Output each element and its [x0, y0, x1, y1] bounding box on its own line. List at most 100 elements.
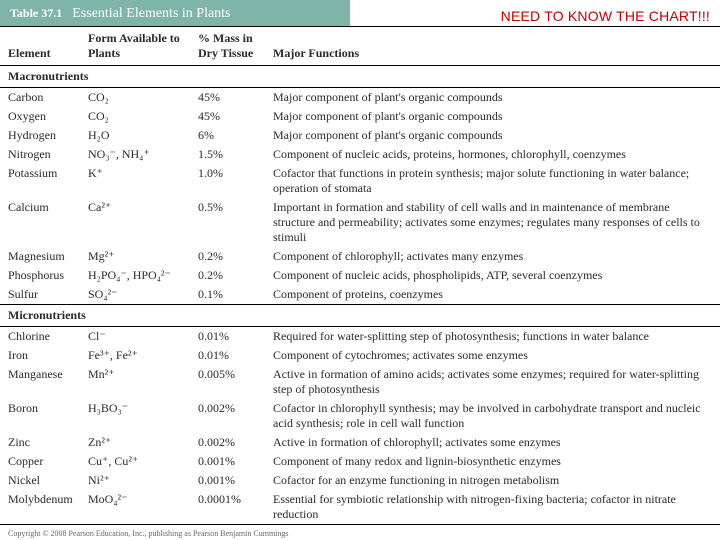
cell-form: Cu⁺, Cu²⁺ — [80, 452, 190, 471]
section-row: Macronutrients — [0, 66, 720, 88]
cell-function: Component of many redox and lignin-biosy… — [265, 452, 720, 471]
cell-form: Cl⁻ — [80, 327, 190, 347]
table-number: Table 37.1 — [10, 6, 62, 20]
cell-form: Zn²⁺ — [80, 433, 190, 452]
cell-form: NO₃⁻, NH₄⁺ — [80, 145, 190, 164]
cell-function: Component of nucleic acids, proteins, ho… — [265, 145, 720, 164]
table-row: NitrogenNO₃⁻, NH₄⁺1.5%Component of nucle… — [0, 145, 720, 164]
elements-table: Element Form Available to Plants % Mass … — [0, 26, 720, 525]
cell-function: Important in formation and stability of … — [265, 198, 720, 247]
table-row: MagnesiumMg²⁺0.2%Component of chlorophyl… — [0, 247, 720, 266]
table-row: ChlorineCl⁻0.01%Required for water-split… — [0, 327, 720, 347]
cell-form: Mn²⁺ — [80, 365, 190, 399]
section-label: Micronutrients — [0, 305, 720, 327]
cell-function: Active in formation of amino acids; acti… — [265, 365, 720, 399]
cell-element: Chlorine — [0, 327, 80, 347]
cell-mass: 0.002% — [190, 433, 265, 452]
cell-element: Copper — [0, 452, 80, 471]
table-row: SulfurSO₄²⁻0.1%Component of proteins, co… — [0, 285, 720, 305]
cell-function: Component of cytochromes; activates some… — [265, 346, 720, 365]
cell-form: SO₄²⁻ — [80, 285, 190, 305]
cell-mass: 1.0% — [190, 164, 265, 198]
cell-form: MoO₄²⁻ — [80, 490, 190, 525]
table-row: CarbonCO₂45%Major component of plant's o… — [0, 88, 720, 108]
cell-element: Magnesium — [0, 247, 80, 266]
cell-element: Manganese — [0, 365, 80, 399]
cell-mass: 45% — [190, 88, 265, 108]
cell-mass: 0.2% — [190, 266, 265, 285]
cell-mass: 6% — [190, 126, 265, 145]
cell-function: Major component of plant's organic compo… — [265, 126, 720, 145]
table-row: MolybdenumMoO₄²⁻0.0001%Essential for sym… — [0, 490, 720, 525]
cell-element: Oxygen — [0, 107, 80, 126]
cell-function: Cofactor that functions in protein synth… — [265, 164, 720, 198]
table-row: IronFe³⁺, Fe²⁺0.01%Component of cytochro… — [0, 346, 720, 365]
table-row: NickelNi²⁺0.001%Cofactor for an enzyme f… — [0, 471, 720, 490]
cell-function: Component of chlorophyll; activates many… — [265, 247, 720, 266]
table-header: Element Form Available to Plants % Mass … — [0, 27, 720, 66]
cell-mass: 0.01% — [190, 327, 265, 347]
cell-element: Nitrogen — [0, 145, 80, 164]
table-row: PotassiumK⁺1.0%Cofactor that functions i… — [0, 164, 720, 198]
col-element: Element — [0, 27, 80, 66]
table-row: CopperCu⁺, Cu²⁺0.001%Component of many r… — [0, 452, 720, 471]
cell-function: Essential for symbiotic relationship wit… — [265, 490, 720, 525]
cell-element: Potassium — [0, 164, 80, 198]
cell-form: CO₂ — [80, 107, 190, 126]
cell-form: Ni²⁺ — [80, 471, 190, 490]
cell-function: Required for water-splitting step of pho… — [265, 327, 720, 347]
section-row: Micronutrients — [0, 305, 720, 327]
col-form: Form Available to Plants — [80, 27, 190, 66]
cell-function: Component of nucleic acids, phospholipid… — [265, 266, 720, 285]
table-row: OxygenCO₂45%Major component of plant's o… — [0, 107, 720, 126]
copyright-text: Copyright © 2008 Pearson Education, Inc.… — [0, 525, 720, 538]
cell-mass: 0.001% — [190, 471, 265, 490]
cell-function: Active in formation of chlorophyll; acti… — [265, 433, 720, 452]
cell-mass: 1.5% — [190, 145, 265, 164]
cell-element: Hydrogen — [0, 126, 80, 145]
cell-form: Fe³⁺, Fe²⁺ — [80, 346, 190, 365]
cell-element: Zinc — [0, 433, 80, 452]
cell-form: H₂PO₄⁻, HPO₄²⁻ — [80, 266, 190, 285]
cell-function: Cofactor for an enzyme functioning in ni… — [265, 471, 720, 490]
cell-mass: 0.5% — [190, 198, 265, 247]
table-row: ZincZn²⁺0.002%Active in formation of chl… — [0, 433, 720, 452]
cell-mass: 0.001% — [190, 452, 265, 471]
table-row: ManganeseMn²⁺0.005%Active in formation o… — [0, 365, 720, 399]
cell-element: Nickel — [0, 471, 80, 490]
cell-function: Component of proteins, coenzymes — [265, 285, 720, 305]
section-label: Macronutrients — [0, 66, 720, 88]
cell-form: H₃BO₃⁻ — [80, 399, 190, 433]
cell-form: Ca²⁺ — [80, 198, 190, 247]
table-row: PhosphorusH₂PO₄⁻, HPO₄²⁻0.2%Component of… — [0, 266, 720, 285]
col-mass: % Mass in Dry Tissue — [190, 27, 265, 66]
cell-function: Major component of plant's organic compo… — [265, 107, 720, 126]
cell-function: Major component of plant's organic compo… — [265, 88, 720, 108]
cell-element: Iron — [0, 346, 80, 365]
cell-element: Phosphorus — [0, 266, 80, 285]
cell-element: Sulfur — [0, 285, 80, 305]
cell-mass: 0.0001% — [190, 490, 265, 525]
cell-form: Mg²⁺ — [80, 247, 190, 266]
cell-mass: 45% — [190, 107, 265, 126]
cell-mass: 0.002% — [190, 399, 265, 433]
col-functions: Major Functions — [265, 27, 720, 66]
cell-element: Calcium — [0, 198, 80, 247]
cell-form: CO₂ — [80, 88, 190, 108]
table-title-bar: Table 37.1 Essential Elements in Plants — [0, 0, 350, 26]
table-row: BoronH₃BO₃⁻0.002%Cofactor in chlorophyll… — [0, 399, 720, 433]
cell-form: K⁺ — [80, 164, 190, 198]
cell-mass: 0.2% — [190, 247, 265, 266]
cell-mass: 0.005% — [190, 365, 265, 399]
cell-mass: 0.1% — [190, 285, 265, 305]
table-row: HydrogenH₂O6%Major component of plant's … — [0, 126, 720, 145]
cell-form: H₂O — [80, 126, 190, 145]
cell-function: Cofactor in chlorophyll synthesis; may b… — [265, 399, 720, 433]
table-row: CalciumCa²⁺0.5%Important in formation an… — [0, 198, 720, 247]
table-title: Essential Elements in Plants — [72, 6, 230, 21]
overlay-note: NEED TO KNOW THE CHART!!! — [501, 8, 710, 24]
cell-mass: 0.01% — [190, 346, 265, 365]
cell-element: Boron — [0, 399, 80, 433]
cell-element: Molybdenum — [0, 490, 80, 525]
cell-element: Carbon — [0, 88, 80, 108]
